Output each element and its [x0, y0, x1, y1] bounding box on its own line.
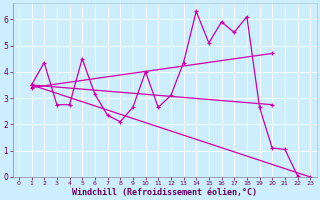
X-axis label: Windchill (Refroidissement éolien,°C): Windchill (Refroidissement éolien,°C): [72, 188, 257, 197]
